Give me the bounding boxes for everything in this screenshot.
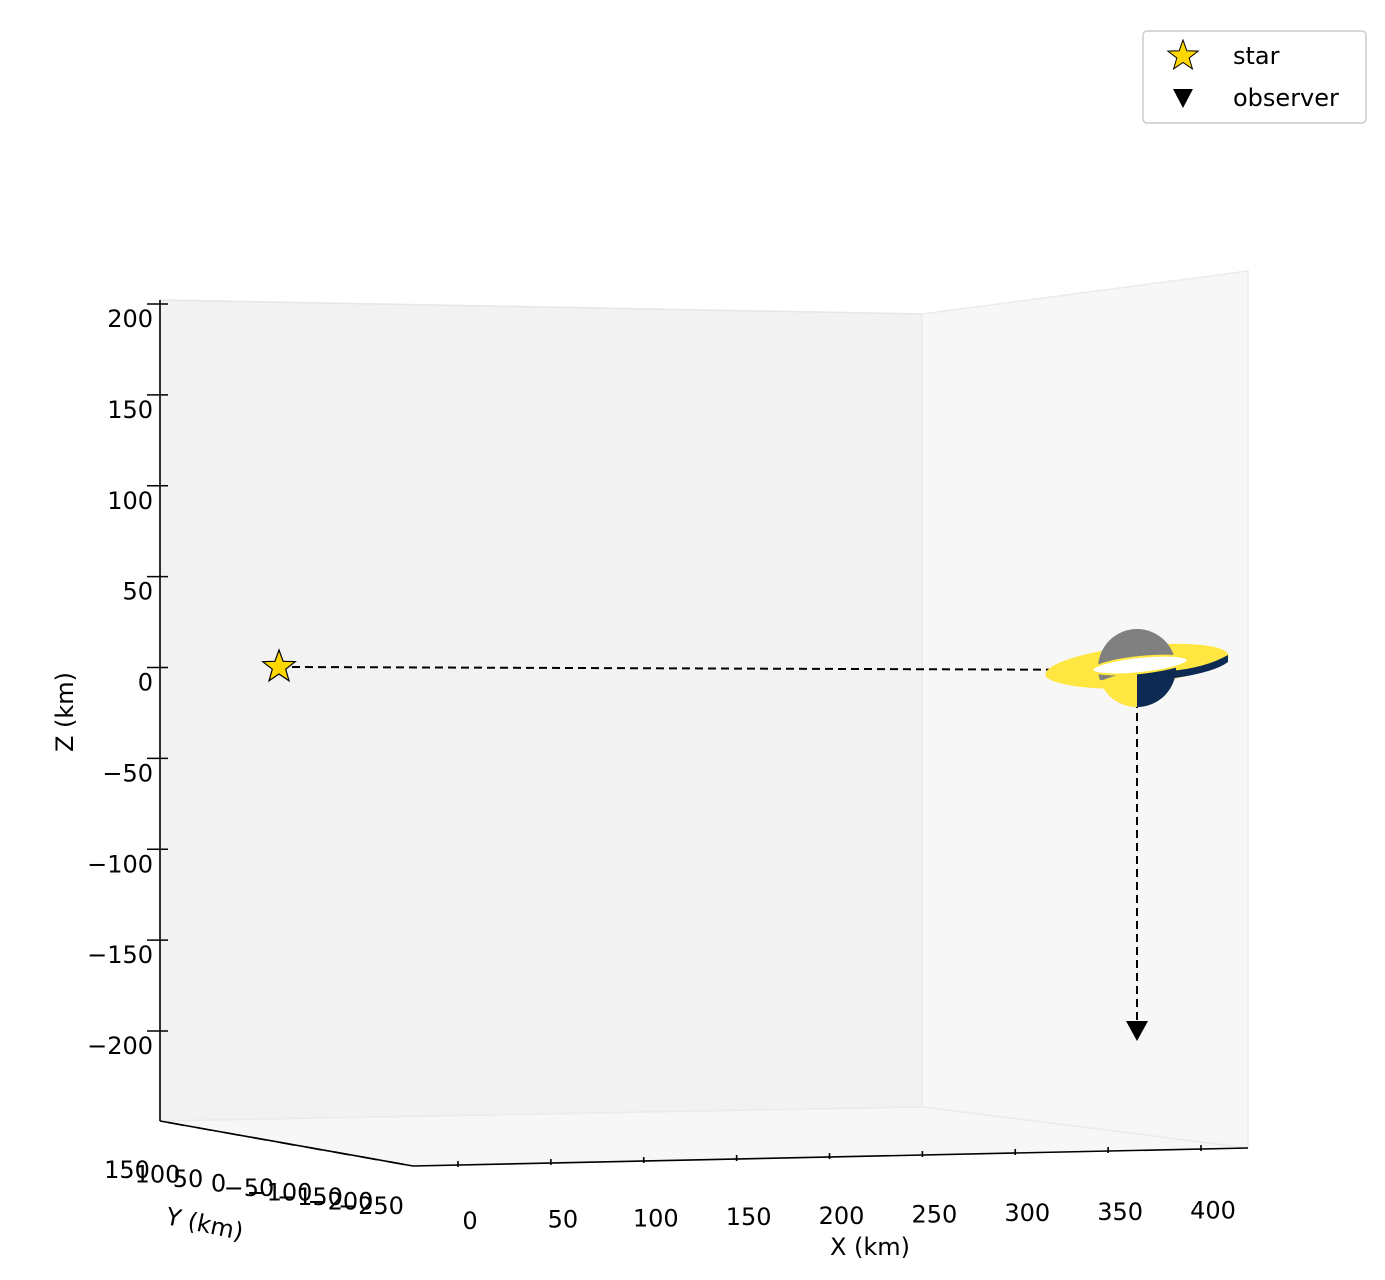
y-axis-title: Y (km) [162, 1202, 245, 1246]
x-tick-label: 0 [462, 1207, 477, 1235]
x-tick-label: 200 [819, 1202, 865, 1230]
y-tick-mark [278, 1141, 295, 1146]
ring-front-lit [1045, 673, 1137, 690]
incoming-ray [291, 666, 1138, 671]
y-tick-label: 100 [135, 1161, 181, 1189]
y-tick-mark [195, 1126, 212, 1132]
z-tick-label: 50 [122, 578, 153, 606]
y-tick-label: 50 [173, 1165, 204, 1193]
z-axis-ticks: 200 150 100 50 0 −50 −100 −150 −200 [87, 303, 168, 1060]
star-marker [261, 648, 297, 683]
y-tick-mark [223, 1131, 240, 1137]
y-tick-mark [388, 1160, 405, 1166]
y-tick-label: 150 [104, 1156, 150, 1184]
y-tick-label: −250 [338, 1192, 404, 1220]
ring-inner-gap [1091, 654, 1189, 676]
z-tick-label: 150 [107, 396, 153, 424]
x-tick-label: 100 [633, 1204, 679, 1232]
legend-label-star: star [1233, 42, 1280, 70]
y-tick-label: −200 [308, 1188, 374, 1216]
z-tick-label: −200 [87, 1032, 153, 1060]
x-tick-label: 150 [726, 1203, 772, 1231]
z-tick-label: 200 [107, 305, 153, 333]
z-axis-title: Z (km) [51, 672, 79, 752]
ringed-body [1045, 629, 1229, 708]
sphere-dark-side [1137, 668, 1176, 707]
x-tick-label: 350 [1097, 1198, 1143, 1226]
observer-marker [1126, 1021, 1148, 1041]
z-tick-label: 100 [107, 487, 153, 515]
x-axis-ticks: 0 50 100 150 200 250 300 350 400 [457, 1145, 1236, 1235]
markers [261, 648, 1148, 1041]
z-tick-label: −150 [87, 941, 153, 969]
x-tick-label: 250 [911, 1201, 957, 1229]
side-pane [921, 270, 1249, 1149]
ring-front-dark [1170, 655, 1228, 678]
legend-frame [1142, 30, 1367, 124]
z-tick-label: 0 [138, 669, 153, 697]
y-tick-mark [305, 1146, 322, 1151]
z-tick-label: −50 [102, 759, 153, 787]
x-tick-label: 400 [1190, 1197, 1236, 1225]
legend-label-observer: observer [1233, 84, 1339, 112]
legend: star observer [1142, 30, 1367, 124]
z-tick-label: −100 [87, 850, 153, 878]
axis-panes [159, 270, 1249, 1167]
back-pane [159, 299, 923, 1122]
x-tick-label: 300 [1004, 1199, 1050, 1227]
x-tick-label: 50 [548, 1206, 579, 1234]
legend-observer-marker [1173, 89, 1193, 108]
y-tick-mark [168, 1121, 185, 1127]
y-tick-mark [360, 1155, 377, 1161]
y-tick-mark [333, 1151, 350, 1156]
y-tick-label: −150 [277, 1183, 343, 1211]
x-axis-title: X (km) [830, 1233, 910, 1261]
legend-star-marker [1166, 38, 1200, 71]
light-path [291, 666, 1138, 1027]
y-tick-mark [250, 1136, 267, 1141]
y-tick-label: −50 [224, 1174, 275, 1202]
y-tick-label: 0 [211, 1170, 226, 1198]
y-tick-label: −100 [247, 1179, 313, 1207]
